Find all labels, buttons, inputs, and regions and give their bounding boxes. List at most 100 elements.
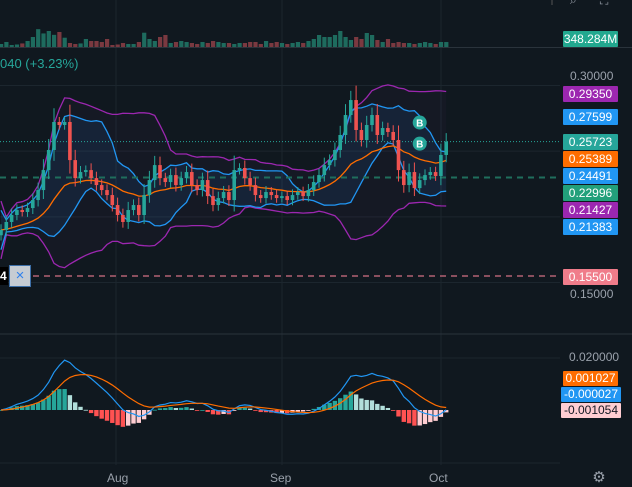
candle-down	[158, 165, 162, 179]
macd-histogram-bar	[258, 410, 263, 413]
volume-bar	[232, 44, 237, 47]
candle-up	[327, 160, 332, 166]
macd-histogram-bar	[115, 410, 120, 426]
volume-bar	[274, 42, 279, 47]
candle-up	[0, 229, 3, 236]
candle-up	[41, 170, 46, 191]
candle-up	[333, 149, 337, 161]
volume-bar	[385, 39, 391, 47]
macd-histogram-bar	[274, 410, 279, 414]
macd-histogram-bar	[401, 410, 406, 422]
price-change-legend: 040 (+3.23%)	[0, 56, 79, 71]
volume-bar	[30, 37, 35, 47]
candle-up	[317, 175, 321, 183]
candle-down	[227, 192, 231, 201]
candle-up	[152, 165, 157, 181]
volume-bar	[370, 35, 375, 47]
volume-bar	[332, 35, 338, 47]
volume-bar	[126, 44, 131, 47]
candle-down	[391, 131, 395, 140]
volume-bar	[163, 35, 168, 47]
candle-down	[396, 139, 401, 171]
macd-histogram-bar	[279, 410, 285, 413]
volume-bar	[242, 43, 247, 47]
volume-bar	[269, 43, 274, 47]
candle-up	[31, 200, 35, 209]
volume-bar	[57, 32, 62, 47]
fullscreen-icon[interactable]: ⛶	[600, 0, 609, 7]
candle-up	[4, 221, 9, 230]
candle-down	[105, 190, 109, 196]
price-label-alert-line: 0.15500	[563, 269, 618, 285]
candle-up	[343, 115, 348, 135]
candle-down	[190, 172, 194, 186]
candle-up	[131, 205, 136, 211]
volume-bar	[105, 39, 110, 47]
zoom-icon[interactable]: ⌕	[570, 0, 577, 7]
candle-up	[62, 121, 67, 126]
volume-bar	[142, 32, 147, 47]
inner-band-upper	[0, 103, 447, 222]
volume-bar	[322, 37, 327, 47]
candle-down	[243, 167, 247, 179]
macd-histogram-bar	[94, 410, 99, 417]
candle-down	[195, 185, 199, 191]
volume-bar	[375, 40, 380, 47]
macd-histogram-bar	[396, 410, 401, 417]
macd-histogram-bar	[163, 408, 168, 410]
volume-bar	[205, 43, 210, 47]
candle-up	[444, 141, 448, 155]
candle-down	[110, 195, 115, 206]
candle-up	[380, 128, 385, 135]
candle-up	[46, 149, 51, 171]
volume-bar	[184, 42, 189, 47]
volume-bar	[211, 41, 216, 47]
macd-histogram-bar	[200, 409, 205, 411]
price-label-inner-band-lower: 0.21383	[563, 219, 618, 235]
candle-down	[301, 192, 305, 197]
gear-icon[interactable]: ⚙	[592, 469, 606, 486]
candle-up	[370, 115, 374, 126]
macd-histogram-bar	[78, 406, 83, 410]
candle-up	[349, 100, 353, 116]
price-label-moving-average: 0.25389	[563, 151, 618, 167]
macd-histogram-bar	[285, 410, 290, 414]
volume-bar	[248, 42, 253, 47]
macd-histogram-bar	[41, 399, 46, 410]
volume-bar	[279, 43, 285, 47]
volume-bar	[428, 43, 433, 47]
volume-bar	[9, 45, 14, 47]
volume-bar	[290, 43, 295, 47]
candle-down	[386, 128, 390, 132]
macd-histogram-bar	[184, 407, 189, 410]
macd-histogram-bar	[88, 410, 94, 414]
macd-histogram-bar	[120, 410, 126, 427]
volume-bar	[295, 42, 300, 47]
volume-bar	[407, 43, 412, 47]
macd-histogram-bar	[110, 410, 115, 423]
remove-line-button[interactable]: ×	[9, 265, 31, 287]
x-tick-sep: Sep	[270, 471, 292, 485]
volume-bar	[152, 41, 157, 47]
candle-up	[9, 215, 14, 222]
macd-histogram-bar	[428, 410, 433, 423]
volume-bar	[327, 37, 332, 47]
candle-down	[20, 210, 24, 212]
volume-bar	[120, 43, 126, 47]
macd-histogram-bar	[412, 410, 417, 426]
candle-up	[322, 165, 327, 176]
macd-histogram-bar	[25, 405, 30, 410]
volume-bar	[391, 43, 396, 47]
candle-down	[137, 205, 141, 216]
volume-bar	[348, 40, 353, 47]
candle-up	[200, 180, 205, 191]
macd-histogram-bar	[73, 402, 78, 410]
macd-histogram-bar	[83, 409, 88, 411]
macd-histogram-bar	[338, 398, 343, 410]
macd-histogram-bar	[364, 399, 369, 410]
macd-histogram-bar	[406, 410, 412, 424]
volume-bar	[158, 37, 163, 47]
signal-line	[0, 374, 447, 414]
candle-down	[285, 196, 289, 201]
